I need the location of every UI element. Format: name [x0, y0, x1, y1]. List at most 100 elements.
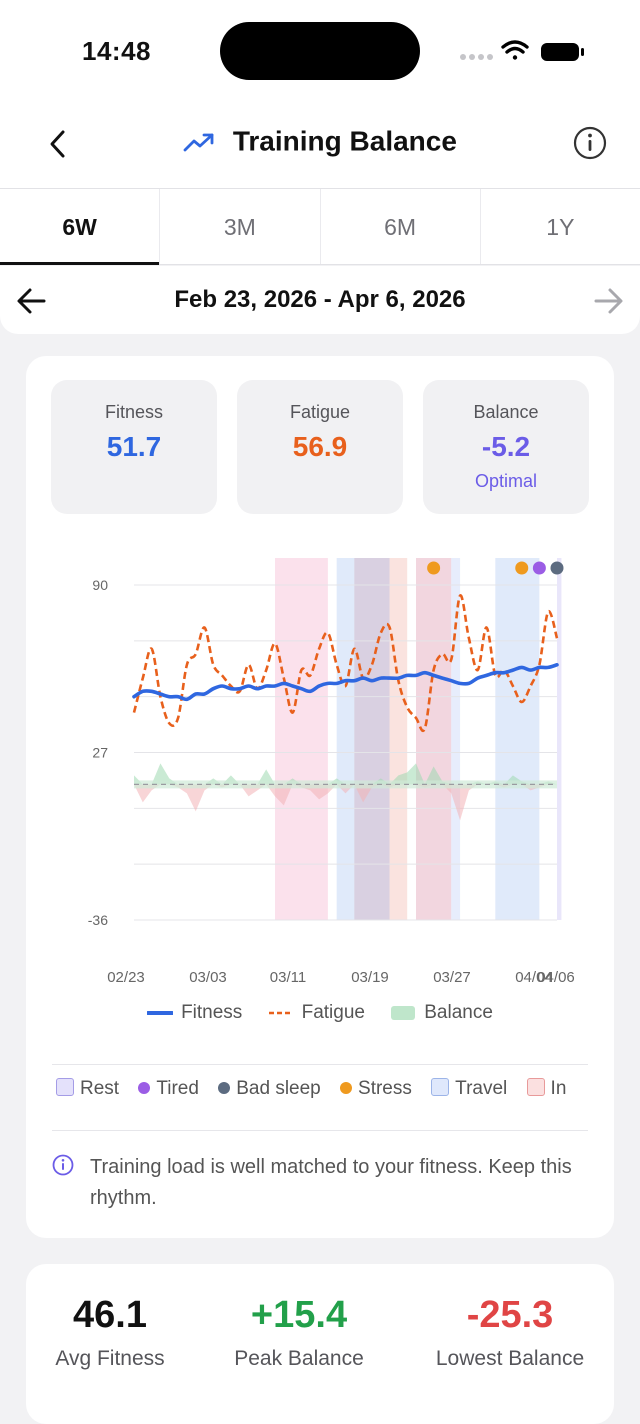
legend-item-fatigue: Fatigue: [268, 1002, 365, 1024]
metric-fitness-label: Fitness: [104, 402, 164, 422]
training-balance-chart: 90 27 -36 02/23 03/03 03/11 03/19 03/27 04/0404/…: [88, 558, 575, 986]
flag-bad-sleep: Bad sleep: [218, 1078, 321, 1100]
flag-stress: Stress: [340, 1078, 412, 1100]
flag-injury: In: [526, 1078, 567, 1100]
bad-sleep-dot-icon: [218, 1082, 231, 1094]
x-tick-label: 04/06: [537, 969, 575, 986]
wifi-icon: [501, 40, 529, 60]
flag-travel-label: Travel: [455, 1078, 508, 1099]
y-tick-label: 90: [92, 577, 108, 593]
dynamic-island: [220, 22, 420, 80]
divider: [52, 1064, 588, 1065]
stat-avg-fitness-label: Avg Fitness: [55, 1347, 165, 1370]
event-band-rest: [557, 558, 562, 920]
legend-fatigue-label: Fatigue: [301, 1002, 365, 1023]
arrow-right-icon[interactable]: [592, 286, 624, 316]
x-tick-label: 02/23: [107, 969, 145, 986]
event-band-injury: [416, 558, 452, 920]
stat-avg-fitness-value: 46.1: [73, 1294, 147, 1336]
metric-fatigue-value: 56.9: [292, 431, 348, 462]
event-band-injury: [275, 558, 328, 920]
event-marker-tired: [532, 561, 546, 575]
legend-solid-line-icon: [146, 1010, 175, 1015]
metric-balance: Balance -5.2 Optimal: [423, 380, 589, 514]
tab-3m[interactable]: 3M: [159, 189, 319, 264]
legend-item-balance: Balance: [390, 1002, 493, 1024]
balance-area-negative: [134, 784, 557, 821]
metric-fatigue-label: Fatigue: [289, 402, 351, 422]
flag-bad-sleep-label: Bad sleep: [236, 1078, 321, 1099]
flag-rest: Rest: [56, 1078, 119, 1100]
arrow-left-icon[interactable]: [16, 286, 48, 316]
page-title-text: Training Balance: [232, 125, 457, 157]
metric-fitness: Fitness 51.7: [51, 380, 217, 514]
metric-balance-value: -5.2: [481, 431, 531, 462]
tab-6w[interactable]: 6W: [0, 189, 160, 265]
travel-swatch-icon: [431, 1078, 450, 1096]
x-tick-label: 03/19: [351, 969, 389, 986]
stat-lowest-balance-value: -25.3: [466, 1294, 554, 1336]
legend-dashed-line-icon: [268, 1011, 293, 1015]
nav-bar: Training Balance: [0, 100, 640, 189]
battery-icon: [541, 43, 584, 61]
event-band-travel: [451, 558, 461, 920]
event-marker-stress: [515, 561, 529, 575]
date-range-bar: Feb 23, 2026 - Apr 6, 2026: [0, 266, 640, 334]
summary-card: 46.1 Avg Fitness +15.4 Peak Balance -25.…: [26, 1264, 614, 1424]
x-tick-label: 04/04: [515, 969, 553, 986]
fitness-line: [132, 663, 559, 702]
stress-dot-icon: [340, 1082, 353, 1094]
back-chevron-icon[interactable]: [44, 126, 74, 162]
stat-peak-balance: +15.4 Peak Balance: [214, 1294, 384, 1371]
metric-balance-label: Balance: [473, 402, 539, 422]
insight-note: Training load is well matched to your fi…: [52, 1152, 592, 1214]
tab-1y[interactable]: 1Y: [479, 189, 640, 264]
x-tick-label: 03/11: [270, 969, 306, 986]
event-band-rest: [354, 558, 390, 920]
divider: [52, 1130, 588, 1131]
stat-lowest-balance-label: Lowest Balance: [435, 1347, 585, 1370]
flag-tired-label: Tired: [156, 1078, 199, 1099]
page-title: Training Balance: [0, 124, 640, 158]
x-tick-label: 03/03: [189, 969, 227, 986]
status-time: 14:48: [82, 36, 151, 66]
legend-fitness-label: Fitness: [181, 1002, 243, 1023]
flag-tired: Tired: [138, 1078, 199, 1100]
info-icon[interactable]: [573, 126, 607, 160]
date-range-label: Feb 23, 2026 - Apr 6, 2026: [174, 286, 466, 313]
rest-swatch-icon: [56, 1078, 74, 1096]
fatigue-line: [132, 594, 559, 733]
metric-balance-status: Optimal: [474, 471, 537, 491]
insight-text: Training load is well matched to your fi…: [90, 1156, 572, 1209]
status-bar: 14:48: [0, 0, 640, 100]
training-balance-card: Fitness 51.7 Fatigue 56.9 Balance -5.2 O…: [26, 356, 614, 1238]
stat-peak-balance-value: +15.4: [250, 1294, 348, 1336]
flag-rest-label: Rest: [80, 1078, 120, 1099]
status-icons: [460, 40, 584, 61]
event-band-travel: [495, 558, 540, 920]
period-tabs: 6W 3M 6M 1Y: [0, 189, 640, 265]
metric-fitness-value: 51.7: [106, 431, 162, 462]
legend-item-fitness: Fitness: [146, 1002, 243, 1024]
tired-dot-icon: [138, 1082, 151, 1094]
legend-area-swatch-icon: [391, 1005, 416, 1020]
flag-injury-label: In: [550, 1078, 567, 1099]
tab-6m[interactable]: 6M: [319, 189, 480, 264]
stat-lowest-balance: -25.3 Lowest Balance: [420, 1294, 600, 1371]
y-tick-label: 27: [92, 745, 108, 761]
event-band-travel: [336, 558, 355, 920]
metric-fatigue: Fatigue 56.9: [237, 380, 403, 514]
event-flags-legend: Rest Tired Bad sleep Stress Travel In: [56, 1078, 616, 1108]
info-circle-icon: [52, 1154, 74, 1176]
x-tick-label: 03/27: [433, 969, 471, 986]
legend-balance-label: Balance: [424, 1002, 493, 1023]
injury-swatch-icon: [526, 1078, 545, 1096]
y-tick-label: -36: [88, 912, 108, 928]
cellular-signal-icon: [460, 54, 493, 60]
stat-peak-balance-label: Peak Balance: [234, 1347, 364, 1370]
trending-up-icon: [183, 133, 214, 152]
event-marker-stress: [427, 561, 441, 575]
flag-stress-label: Stress: [358, 1078, 412, 1099]
flag-travel: Travel: [431, 1078, 507, 1100]
chart-legend: Fitness Fatigue Balance: [26, 1002, 614, 1024]
